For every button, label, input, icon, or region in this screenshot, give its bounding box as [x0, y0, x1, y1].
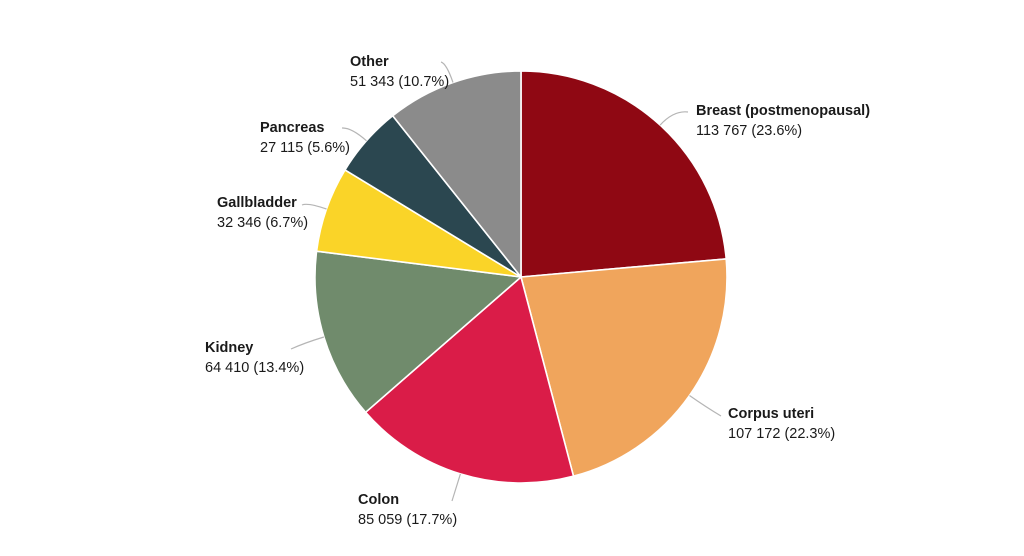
slice-label-value: 113 767 (23.6%)	[696, 123, 803, 139]
leader-line	[301, 203, 327, 210]
slice-label-value: 32 346 (6.7%)	[217, 215, 309, 231]
slice-label: Other 51 343 (10.7%)	[350, 52, 449, 92]
slice-label-name: Corpus uteri	[728, 406, 815, 422]
slice-label: Colon 85 059 (17.7%)	[358, 490, 457, 530]
leader-line	[440, 61, 454, 83]
slice-label-value: 51 343 (10.7%)	[350, 74, 450, 90]
slice-label-value: 85 059 (17.7%)	[358, 512, 458, 528]
slice-label-name: Pancreas	[260, 120, 325, 136]
slice-label-name: Breast (postmenopausal)	[696, 103, 871, 119]
leader-line	[451, 473, 461, 502]
slice-label: Pancreas 27 115 (5.6%)	[260, 118, 350, 158]
slice-label-value: 64 410 (13.4%)	[205, 360, 305, 376]
pie-slice-corpus-uteri	[520, 258, 728, 477]
slice-label: Kidney 64 410 (13.4%)	[205, 338, 304, 378]
slice-label-name: Other	[350, 54, 389, 70]
leader-line	[689, 395, 722, 417]
leader-lines	[290, 61, 722, 502]
pie-slice-kidney	[314, 250, 522, 414]
leader-line	[290, 336, 325, 350]
pie-slices	[314, 70, 728, 484]
slice-label: Breast (postmenopausal) 113 767 (23.6%)	[696, 101, 870, 141]
slice-label-value: 27 115 (5.6%)	[260, 140, 351, 156]
slice-label-name: Kidney	[205, 340, 254, 356]
leader-line	[341, 127, 367, 142]
slice-label-name: Colon	[358, 492, 400, 508]
slice-label: Corpus uteri 107 172 (22.3%)	[728, 404, 835, 444]
slice-label-name: Gallbladder	[217, 195, 297, 211]
slice-label: Gallbladder 32 346 (6.7%)	[217, 193, 308, 233]
pie-slice-other	[391, 70, 522, 278]
slice-label-value: 107 172 (22.3%)	[728, 426, 836, 442]
leader-line	[659, 111, 689, 126]
